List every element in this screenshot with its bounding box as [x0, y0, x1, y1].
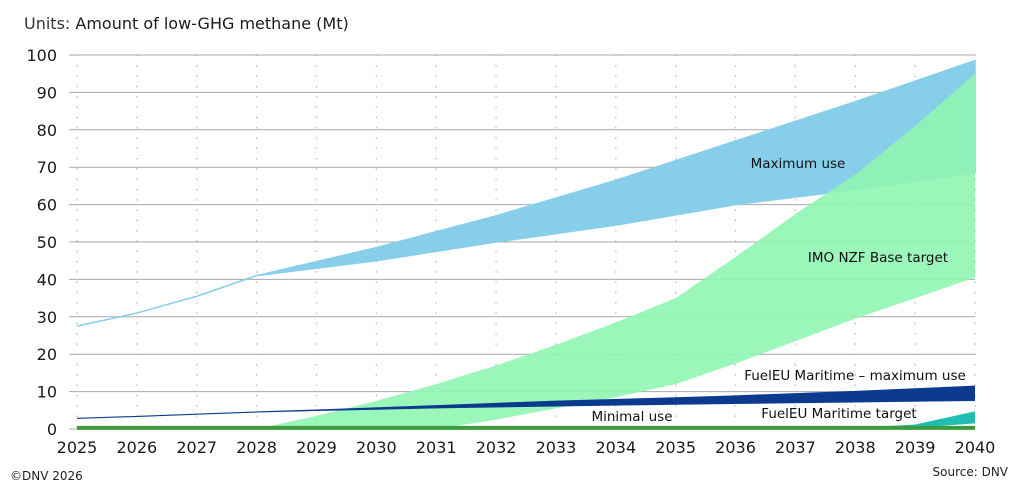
x-tick-label: 2035	[655, 438, 696, 457]
y-tick-label: 60	[37, 196, 57, 215]
x-tick-label: 2028	[236, 438, 277, 457]
x-tick-label: 2034	[595, 438, 636, 457]
series-label: FuelEU Maritime – maximum use	[744, 368, 966, 384]
x-tick-label: 2038	[835, 438, 876, 457]
x-tick-label: 2037	[775, 438, 816, 457]
x-tick-label: 2040	[955, 438, 996, 457]
x-tick-label: 2036	[715, 438, 756, 457]
y-tick-label: 70	[37, 158, 57, 177]
y-tick-label: 10	[37, 383, 57, 402]
imo-nzf-base-target-series	[256, 73, 976, 429]
x-tick-label: 2032	[476, 438, 517, 457]
x-tick-label: 2031	[416, 438, 457, 457]
y-tick-label: 90	[37, 83, 57, 102]
series-label: Maximum use	[751, 156, 846, 172]
fueleu-maritime-maximum-use-series	[77, 385, 975, 419]
x-tick-label: 2025	[57, 438, 98, 457]
source: Source: DNV	[932, 465, 1009, 479]
y-tick-label: 20	[37, 345, 57, 364]
y-tick-label: 30	[37, 308, 57, 327]
y-tick-label: 50	[37, 233, 57, 252]
series-label: IMO NZF Base target	[808, 250, 948, 266]
title-text: Amount of low-GHG methane (Mt)	[75, 14, 349, 33]
x-tick-label: 2026	[117, 438, 158, 457]
copyright: ©DNV 2026	[10, 469, 83, 483]
x-tick-label: 2029	[296, 438, 337, 457]
y-tick-label: 0	[47, 420, 57, 439]
y-tick-label: 80	[37, 121, 57, 140]
chart-title: Units: Amount of low-GHG methane (Mt)	[24, 14, 349, 33]
title-prefix: Units:	[24, 14, 71, 33]
fueleu-maritime-target-series	[855, 411, 975, 428]
series-label: Minimal use	[591, 409, 672, 425]
x-tick-label: 2033	[536, 438, 577, 457]
series-label: FuelEU Maritime target	[761, 406, 916, 422]
x-tick-label: 2039	[895, 438, 936, 457]
x-tick-label: 2030	[356, 438, 397, 457]
y-tick-label: 100	[26, 46, 57, 65]
x-tick-label: 2027	[176, 438, 217, 457]
y-tick-label: 40	[37, 270, 57, 289]
